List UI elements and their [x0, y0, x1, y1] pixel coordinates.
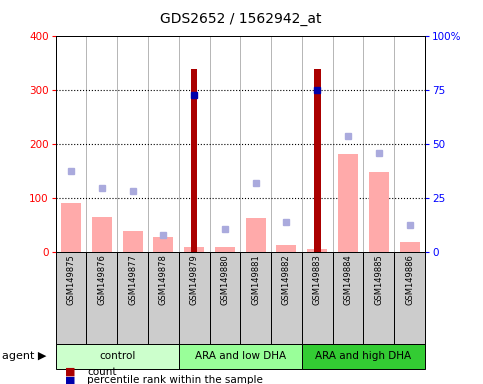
Bar	[184, 247, 204, 252]
Text: agent ▶: agent ▶	[2, 351, 47, 361]
Text: GSM149879: GSM149879	[190, 254, 199, 305]
Bar	[369, 172, 389, 252]
Text: percentile rank within the sample: percentile rank within the sample	[87, 375, 263, 384]
Bar	[179, 344, 302, 369]
Text: count: count	[87, 367, 116, 377]
Text: GDS2652 / 1562942_at: GDS2652 / 1562942_at	[159, 12, 321, 25]
Bar	[61, 203, 81, 252]
Bar	[399, 242, 420, 252]
Text: GSM149884: GSM149884	[343, 254, 353, 305]
Bar	[276, 245, 297, 252]
Bar	[215, 247, 235, 252]
Text: ■: ■	[65, 367, 76, 377]
Text: GSM149883: GSM149883	[313, 254, 322, 305]
Bar	[148, 252, 179, 344]
Text: GSM149882: GSM149882	[282, 254, 291, 305]
Text: GSM149886: GSM149886	[405, 254, 414, 305]
Bar	[92, 217, 112, 252]
Text: ■: ■	[65, 375, 76, 384]
Bar	[117, 252, 148, 344]
Bar	[394, 252, 425, 344]
Bar	[302, 252, 333, 344]
Bar	[246, 218, 266, 252]
Bar	[56, 252, 86, 344]
Bar	[210, 252, 240, 344]
Text: ARA and high DHA: ARA and high DHA	[315, 351, 412, 361]
Bar	[302, 344, 425, 369]
Text: GSM149877: GSM149877	[128, 254, 137, 305]
Text: GSM149876: GSM149876	[97, 254, 106, 305]
Bar	[56, 344, 179, 369]
Bar	[123, 231, 142, 252]
Bar	[271, 252, 302, 344]
Bar	[153, 237, 173, 252]
Bar	[179, 252, 210, 344]
Bar	[314, 69, 321, 252]
Text: control: control	[99, 351, 135, 361]
Text: GSM149885: GSM149885	[374, 254, 384, 305]
Text: GSM149881: GSM149881	[251, 254, 260, 305]
Bar	[364, 252, 394, 344]
Bar	[86, 252, 117, 344]
Text: ARA and low DHA: ARA and low DHA	[195, 351, 286, 361]
Bar	[240, 252, 271, 344]
Bar	[307, 249, 327, 252]
Text: GSM149880: GSM149880	[220, 254, 229, 305]
Bar	[191, 69, 198, 252]
Text: GSM149878: GSM149878	[159, 254, 168, 305]
Text: GSM149875: GSM149875	[67, 254, 75, 305]
Bar	[338, 154, 358, 252]
Bar	[333, 252, 364, 344]
